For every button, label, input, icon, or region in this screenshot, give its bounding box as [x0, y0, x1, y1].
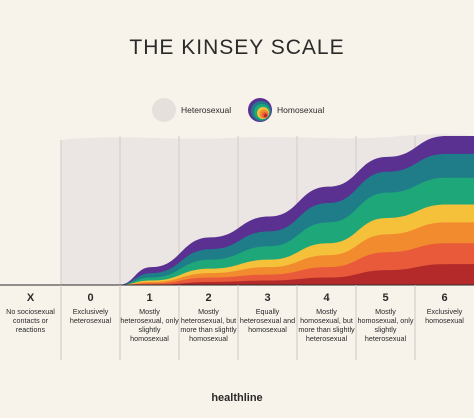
category-5: 5 Mostly homosexual, only slightly hetero… [356, 292, 415, 343]
category-number: 0 [87, 292, 94, 304]
legend: Heterosexual Homosexual [0, 98, 474, 124]
category-description: Mostly heterosexual, only slightly homos… [120, 307, 179, 343]
category-3: 3 Equally heterosexual and homosexual [238, 292, 297, 334]
category-number: 1 [146, 292, 153, 304]
category-0: 0 Exclusively heterosexual [61, 292, 120, 325]
homosexual-rainbow-swatch-icon [248, 98, 272, 122]
category-description: Exclusively homosexual [425, 307, 464, 325]
category-number: X [26, 292, 35, 304]
category-6: 6 Exclusively homosexual [415, 292, 474, 325]
category-2: 2 Mostly heterosexual, but more than slig… [179, 292, 238, 343]
homosexual-band-6 [118, 264, 474, 285]
brand-logo: healthline [211, 392, 263, 404]
heterosexual-swatch-icon [152, 98, 176, 122]
category-description: Exclusively heterosexual [69, 307, 112, 325]
category-number: 3 [264, 292, 271, 304]
category-1: 1 Mostly heterosexual, only slightly homo… [120, 292, 179, 343]
legend-label-heterosexual: Heterosexual [181, 105, 232, 115]
legend-item-heterosexual: Heterosexual [152, 98, 231, 122]
chart-title: THE KINSEY SCALE [129, 36, 345, 59]
category-description: No sociosexual contacts or reactions [6, 307, 55, 334]
category-description: Equally heterosexual and homosexual [239, 307, 296, 334]
legend-label-homosexual: Homosexual [277, 105, 325, 115]
category-number: 5 [382, 292, 389, 304]
category-4: 4 Mostly homosexual, but more than slight… [297, 292, 356, 343]
category-description: Mostly heterosexual, but more than sligh… [180, 307, 237, 343]
legend-item-homosexual: Homosexual [248, 98, 324, 122]
category-number: 2 [205, 292, 212, 304]
category-number: 4 [323, 292, 330, 304]
category-x: X No sociosexual contacts or reactions [1, 292, 60, 334]
category-number: 6 [441, 292, 448, 304]
category-description: Mostly homosexual, only slightly heteros… [357, 307, 414, 343]
category-description: Mostly homosexual, but more than slightl… [298, 307, 355, 343]
